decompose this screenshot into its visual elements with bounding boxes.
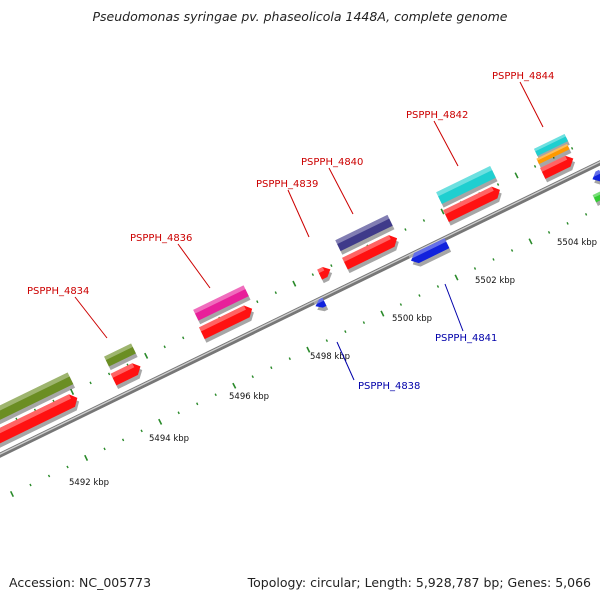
gene-leader-line	[336, 341, 355, 381]
inner-minor-tick	[29, 483, 32, 487]
outer-minor-tick	[274, 291, 277, 295]
genome-backbone	[0, 160, 600, 458]
feature-orange[interactable]	[536, 143, 572, 168]
gene-label[interactable]: PSPPH_4844	[492, 71, 554, 82]
inner-minor-tick	[547, 230, 551, 234]
outer-minor-tick	[311, 273, 315, 277]
feature-red-4842[interactable]	[443, 184, 504, 226]
gene-label[interactable]: PSPPH_4842	[406, 110, 468, 121]
map-title: Pseudomonas syringae pv. phaseolicola 14…	[92, 9, 508, 24]
inner-minor-tick	[66, 465, 69, 469]
outer-minor-tick	[256, 300, 259, 304]
gene-label[interactable]: PSPPH_4840	[301, 157, 363, 168]
feature-red-4840[interactable]	[342, 232, 402, 274]
inner-minor-tick	[270, 366, 273, 370]
outer-minor-tick	[107, 372, 111, 376]
feature-pink[interactable]	[193, 285, 251, 325]
feature-olive-large[interactable]	[0, 372, 76, 428]
gene-leader-line	[74, 296, 108, 339]
inner-major-tick	[232, 382, 237, 389]
backbone-highlight	[0, 161, 600, 455]
outer-minor-tick	[330, 264, 333, 268]
gene-leader-line	[328, 167, 354, 215]
outer-minor-tick	[422, 219, 426, 222]
kbp-tick-label: 5492 kbp	[69, 478, 109, 488]
kbp-tick-label: 5494 kbp	[149, 434, 189, 444]
inner-minor-tick	[362, 321, 366, 324]
inner-minor-tick	[177, 411, 180, 415]
kbp-tick-label: 5504 kbp	[557, 238, 597, 248]
kbp-tick-label: 5502 kbp	[475, 276, 515, 286]
inner-minor-tick	[121, 438, 125, 442]
feature-red-4844[interactable]	[540, 153, 578, 183]
inner-minor-tick	[399, 303, 403, 306]
gene-label[interactable]: PSPPH_4841	[435, 333, 497, 344]
gene-leader-line	[287, 189, 310, 238]
outer-minor-tick	[496, 183, 500, 186]
feature-red-4834[interactable]	[110, 361, 145, 390]
outer-major-tick	[440, 208, 445, 215]
inner-minor-tick	[47, 474, 51, 478]
inner-minor-tick	[473, 267, 477, 270]
inner-minor-tick	[436, 285, 440, 288]
outer-minor-tick	[533, 164, 537, 168]
outer-minor-tick	[89, 381, 92, 385]
outer-minor-tick	[570, 146, 574, 150]
inner-minor-tick	[288, 357, 291, 361]
gene-leader-line	[177, 243, 211, 289]
kbp-tick-label: 5500 kbp	[392, 314, 432, 324]
kbp-tick-label: 5498 kbp	[310, 352, 350, 362]
feature-red-4834a[interactable]	[0, 392, 82, 449]
inner-major-tick	[158, 418, 163, 425]
inner-minor-tick	[510, 249, 514, 252]
genome-summary-text: Topology: circular; Length: 5,928,787 bp…	[247, 575, 591, 590]
inner-major-tick	[84, 454, 89, 461]
inner-minor-tick	[140, 429, 143, 433]
kbp-tick-label: 5496 kbp	[229, 392, 269, 402]
gene-label[interactable]: PSPPH_4834	[27, 286, 89, 297]
feature-blue-4838[interactable]	[313, 297, 329, 314]
inner-minor-tick	[325, 339, 329, 343]
inner-minor-tick	[196, 402, 199, 406]
inner-major-tick	[528, 238, 533, 245]
outer-major-tick	[514, 172, 519, 179]
inner-minor-tick	[584, 212, 588, 216]
feature-cyan-small[interactable]	[533, 133, 570, 160]
inner-minor-tick	[214, 393, 217, 397]
gene-label[interactable]: PSPPH_4839	[256, 179, 318, 190]
accession-text: Accession: NC_005773	[9, 575, 152, 590]
feature-cyan[interactable]	[436, 166, 498, 208]
inner-minor-tick	[344, 330, 347, 334]
feature-blue-edge[interactable]	[590, 169, 600, 188]
inner-major-tick	[454, 274, 459, 281]
feature-green-edge[interactable]	[592, 191, 600, 206]
gene-label[interactable]: PSPPH_4836	[130, 233, 192, 244]
feature-red-4836[interactable]	[198, 303, 257, 343]
gene-leader-line	[444, 283, 464, 332]
feature-red-4839[interactable]	[317, 264, 334, 284]
inner-minor-tick	[103, 447, 106, 451]
inner-major-tick	[306, 346, 311, 353]
outer-minor-tick	[182, 336, 185, 340]
feature-olive[interactable]	[104, 343, 138, 371]
outer-major-tick	[292, 280, 297, 287]
gene-leader-line	[519, 81, 544, 128]
inner-minor-tick	[418, 294, 421, 297]
feature-purple[interactable]	[335, 214, 395, 255]
outer-major-tick	[70, 388, 75, 395]
gene-label[interactable]: PSPPH_4838	[358, 381, 420, 392]
outer-minor-tick	[163, 345, 166, 349]
feature-blue-4841[interactable]	[408, 238, 452, 269]
inner-minor-tick	[566, 222, 569, 225]
inner-major-tick	[9, 490, 15, 498]
inner-minor-tick	[492, 258, 495, 261]
inner-major-tick	[380, 310, 385, 317]
outer-minor-tick	[404, 228, 407, 231]
inner-minor-tick	[251, 375, 254, 379]
gene-leader-line	[433, 120, 459, 167]
outer-major-tick	[144, 352, 149, 359]
